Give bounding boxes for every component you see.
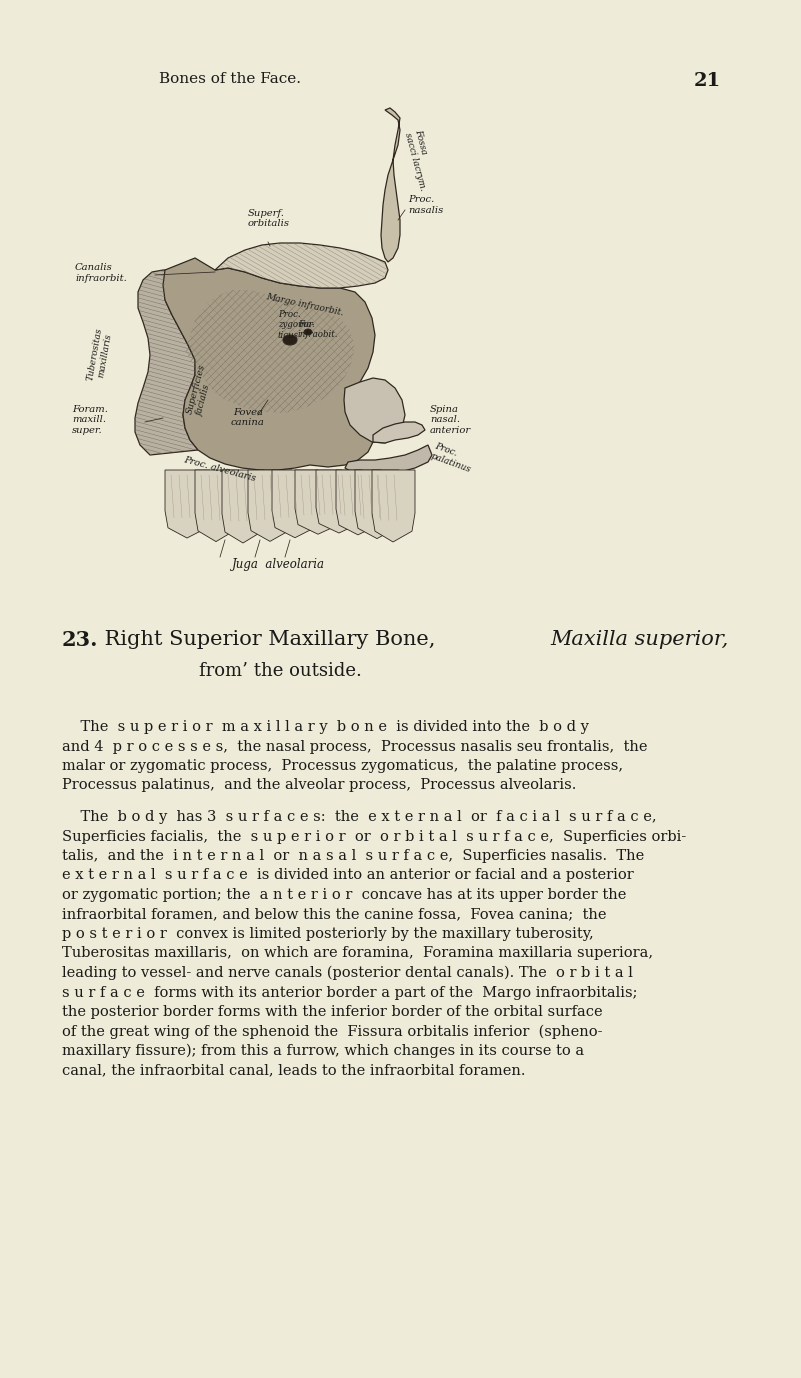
Text: Proc.
palatinus: Proc. palatinus: [430, 442, 476, 474]
Text: Fovea
canina: Fovea canina: [231, 408, 265, 427]
Polygon shape: [135, 270, 198, 455]
Text: from’ the outside.: from’ the outside.: [199, 661, 361, 679]
Polygon shape: [295, 470, 342, 535]
Text: canal, the infraorbital canal, leads to the infraorbital foramen.: canal, the infraorbital canal, leads to …: [62, 1064, 525, 1078]
Text: infraorbital foramen, and below this the canine fossa,  Fovea canina;  the: infraorbital foramen, and below this the…: [62, 908, 606, 922]
Text: Spina
nasal.
anterior: Spina nasal. anterior: [430, 405, 471, 435]
Text: s u r f a c e  forms with its anterior border a part of the  Margo infraorbitali: s u r f a c e forms with its anterior bo…: [62, 985, 638, 999]
Text: Superficies facialis,  the  s u p e r i o r  or  o r b i t a l  s u r f a c e,  : Superficies facialis, the s u p e r i o …: [62, 830, 686, 843]
Text: For.
infraobit.: For. infraobit.: [298, 320, 339, 339]
Text: Tuberositas
maxillaris: Tuberositas maxillaris: [86, 327, 115, 383]
Text: 23.: 23.: [62, 630, 99, 650]
Text: talis,  and the  i n t e r n a l  or  n a s a l  s u r f a c e,  Superficies nas: talis, and the i n t e r n a l or n a s …: [62, 849, 644, 863]
Text: Superficies
facialis: Superficies facialis: [185, 362, 217, 418]
Text: Proc.
nasalis: Proc. nasalis: [408, 196, 443, 215]
Text: Processus palatinus,  and the alveolar process,  Processus alveolaris.: Processus palatinus, and the alveolar pr…: [62, 779, 577, 792]
Text: the posterior border forms with the inferior border of the orbital surface: the posterior border forms with the infe…: [62, 1005, 602, 1018]
Text: leading to vessel- and nerve canals (posterior dental canals). The  o r b i t a : leading to vessel- and nerve canals (pos…: [62, 966, 633, 980]
Text: of the great wing of the sphenoid the  Fissura orbitalis inferior  (spheno-: of the great wing of the sphenoid the Fi…: [62, 1024, 602, 1039]
Text: Foram.
maxill.
super.: Foram. maxill. super.: [72, 405, 108, 435]
Text: Proc. alveolaris: Proc. alveolaris: [183, 455, 257, 482]
Ellipse shape: [304, 329, 312, 335]
Text: and 4  p r o c e s s e s,  the nasal process,  Processus nasalis seu frontalis, : and 4 p r o c e s s e s, the nasal proce…: [62, 740, 647, 754]
Text: Proc.
zygoma-
ticus: Proc. zygoma- ticus: [278, 310, 314, 340]
Polygon shape: [381, 107, 400, 262]
Text: e x t e r n a l  s u r f a c e  is divided into an anterior or facial and a post: e x t e r n a l s u r f a c e is divided…: [62, 868, 634, 882]
Text: Juga  alveolaria: Juga alveolaria: [231, 558, 324, 570]
Polygon shape: [345, 445, 432, 475]
Polygon shape: [195, 470, 237, 542]
Text: Bones of the Face.: Bones of the Face.: [159, 72, 301, 85]
Text: Tuberositas maxillaris,  on which are foramina,  Foramina maxillaria superiora,: Tuberositas maxillaris, on which are for…: [62, 947, 653, 960]
Text: Superf.
orbitalis: Superf. orbitalis: [248, 208, 290, 227]
Text: p o s t e r i o r  convex is limited posteriorly by the maxillary tuberosity,: p o s t e r i o r convex is limited post…: [62, 927, 594, 941]
Text: malar or zygomatic process,  Processus zygomaticus,  the palatine process,: malar or zygomatic process, Processus zy…: [62, 759, 623, 773]
Text: Right Superior Maxillary Bone,: Right Superior Maxillary Bone,: [98, 630, 442, 649]
Polygon shape: [215, 243, 388, 288]
Polygon shape: [373, 422, 425, 442]
Polygon shape: [372, 470, 415, 542]
Text: or zygomatic portion; the  a n t e r i o r  concave has at its upper border the: or zygomatic portion; the a n t e r i o …: [62, 887, 626, 903]
Polygon shape: [248, 470, 292, 542]
Polygon shape: [355, 470, 399, 539]
Polygon shape: [163, 258, 375, 470]
Polygon shape: [272, 470, 318, 537]
Polygon shape: [222, 470, 264, 543]
Polygon shape: [165, 470, 210, 537]
Ellipse shape: [283, 335, 297, 344]
Text: The  s u p e r i o r  m a x i l l a r y  b o n e  is divided into the  b o d y: The s u p e r i o r m a x i l l a r y b …: [62, 719, 589, 734]
Text: 21: 21: [694, 72, 721, 90]
Text: Maxilla superior,: Maxilla superior,: [550, 630, 728, 649]
Text: maxillary fissure); from this a furrow, which changes in its course to a: maxillary fissure); from this a furrow, …: [62, 1045, 584, 1058]
Polygon shape: [316, 470, 362, 533]
Text: Fossa
sacci lacrym.: Fossa sacci lacrym.: [403, 128, 437, 192]
Polygon shape: [336, 470, 381, 535]
Polygon shape: [344, 378, 405, 442]
Text: Margo infraorbit.: Margo infraorbit.: [265, 292, 344, 317]
Text: The  b o d y  has 3  s u r f a c e s:  the  e x t e r n a l  or  f a c i a l  s : The b o d y has 3 s u r f a c e s: the e…: [62, 810, 657, 824]
Text: Canalis
infraorbit.: Canalis infraorbit.: [75, 263, 127, 282]
